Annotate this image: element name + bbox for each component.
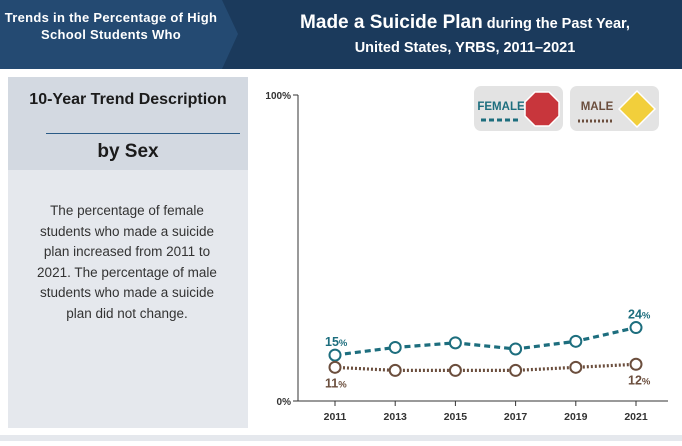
trend-title-box: 10-Year Trend Description by Sex [8,77,248,170]
female-data-label: 24% [628,308,651,322]
x-tick-label: 2011 [324,411,347,423]
male-series-line [334,362,637,372]
female-data-point [569,334,583,348]
x-tick-label: 2021 [624,411,648,423]
by-sex-label: by Sex [97,141,159,162]
male-data-point [629,357,643,371]
male-legend-label: MALE [581,101,614,113]
chart-title-main: Made a Suicide Plan [300,12,483,33]
male-data-point [388,363,402,377]
yield-sign-icon [617,89,657,129]
female-series-line [334,326,637,357]
y-tick-label-min: 0% [277,397,292,408]
male-data-point [448,363,462,377]
header-left-tab: Trends in the Percentage of High School … [0,0,238,69]
x-tick-label: 2019 [564,411,588,423]
female-data-label: 15% [325,335,348,349]
female-data-point [629,321,643,335]
chart-title-rest: during the Past Year, [486,16,630,32]
x-tick-label: 2015 [444,411,468,423]
chart-subtitle: United States, YRBS, 2011–2021 [354,40,576,56]
male-data-point [328,360,342,374]
female-legend-label: FEMALE [477,101,525,113]
header-right-title: Made a Suicide Plan during the Past Year… [250,10,680,59]
x-tick-label: 2017 [504,411,528,423]
stop-sign-icon [524,91,560,127]
header-left-title: Trends in the Percentage of High School … [4,10,218,42]
title-divider [46,133,240,134]
bottom-strip [0,435,682,441]
trend-title: 10-Year Trend Description [29,91,227,108]
female-data-point [388,340,402,354]
female-data-point [509,342,523,356]
trend-description-text: The percentage of female students who ma… [37,203,217,321]
male-data-point [569,360,583,374]
male-data-label: 12% [628,373,651,387]
male-data-label: 11% [325,376,347,390]
header-banner: Trends in the Percentage of High School … [0,0,682,69]
trend-description-panel: 10-Year Trend Description by Sex The per… [8,77,248,428]
x-tick-label: 2013 [384,411,408,423]
male-data-point [509,363,523,377]
female-data-point [328,348,342,362]
female-data-point [448,336,462,350]
y-tick-label-max: 100% [265,91,291,102]
